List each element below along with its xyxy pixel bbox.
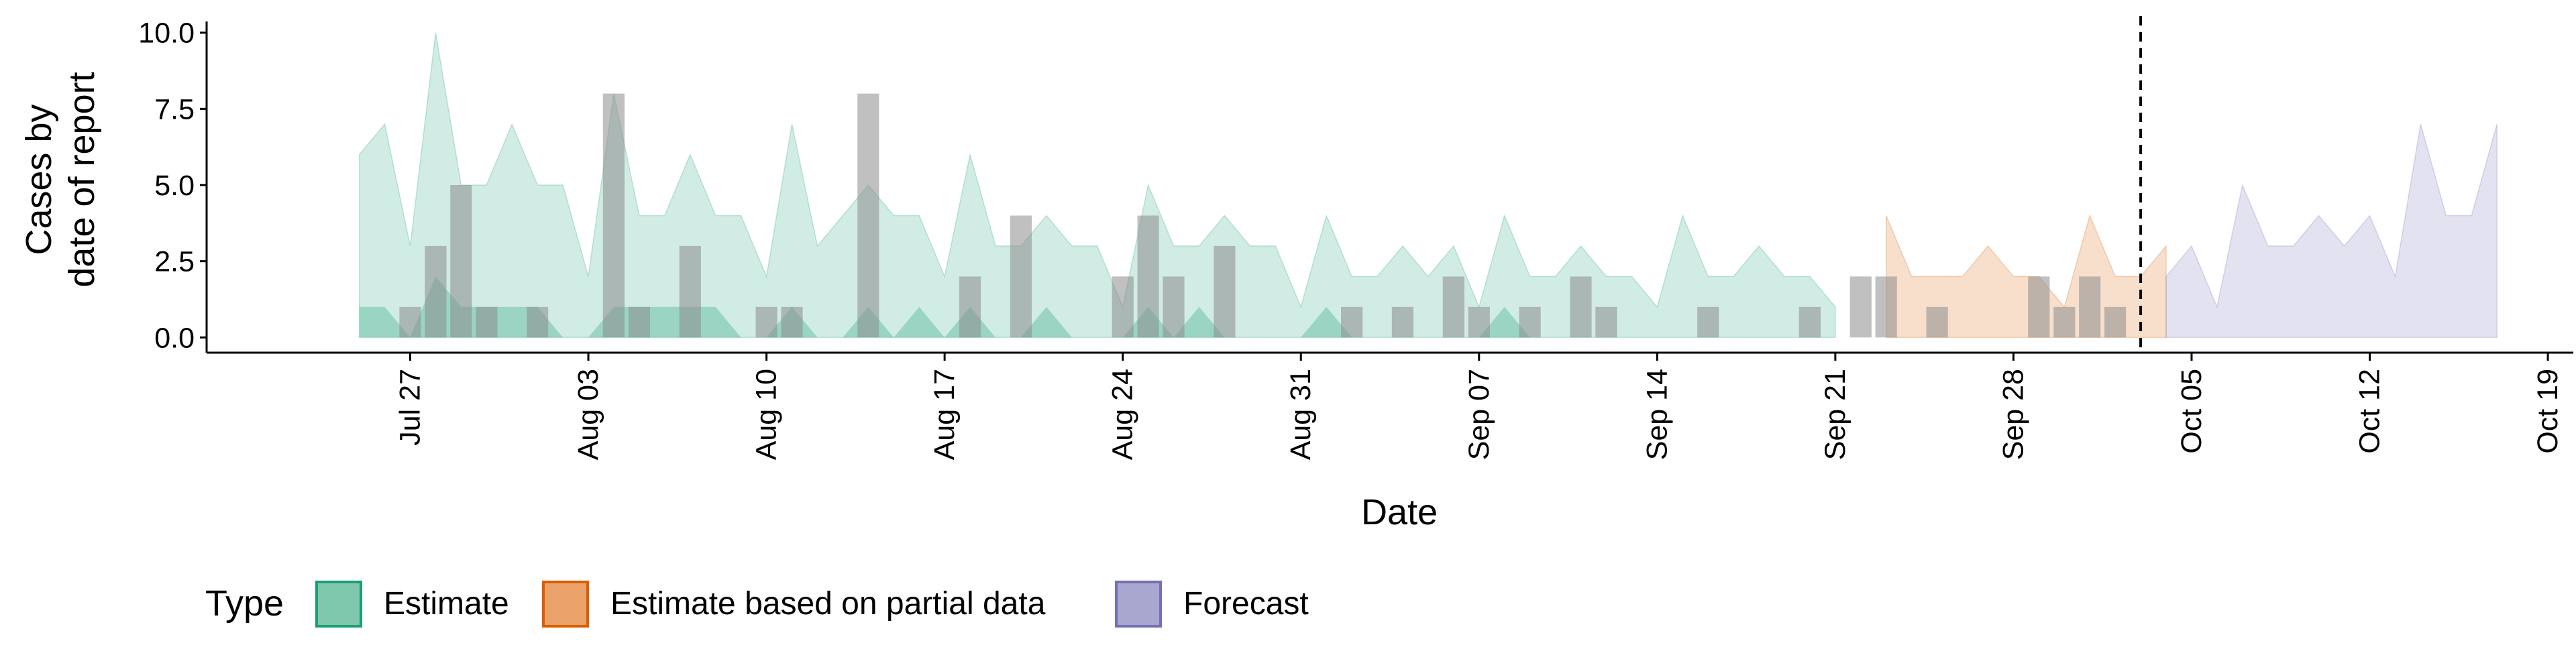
y-axis-title-line: Cases by (19, 104, 59, 255)
case-bar (1163, 276, 1185, 338)
x-tick-label: Aug 03 (572, 369, 604, 460)
legend-label-estimate-based-on-partial-data: Estimate based on partial data (610, 586, 1046, 622)
x-axis-title: Date (1361, 492, 1438, 532)
legend-key-estimate (315, 581, 362, 628)
y-tick-label: 7.5 (154, 93, 195, 125)
legend-key-estimate-based-on-partial-data (542, 581, 589, 628)
y-axis-title-line: date of report (62, 72, 102, 287)
x-tick-label: Jul 27 (394, 369, 426, 446)
case-bar (1875, 276, 1897, 338)
y-tick-label: 2.5 (154, 246, 195, 278)
case-bar (1391, 306, 1413, 338)
case-bar (1697, 306, 1719, 338)
x-tick-label: Aug 31 (1285, 369, 1317, 460)
case-bar (2104, 306, 2127, 338)
legend-label-estimate: Estimate (384, 586, 509, 622)
case-bar (1926, 306, 1948, 338)
legend-key-forecast (1115, 581, 1162, 628)
area-outer-estimate (358, 32, 1836, 339)
case-bar (781, 306, 803, 338)
case-bar (1341, 306, 1363, 338)
case-bar (425, 245, 447, 338)
case-bar (679, 245, 701, 338)
case-bar (1137, 215, 1159, 338)
case-bar (450, 185, 472, 338)
case-bar (1214, 245, 1236, 338)
x-tick-label: Sep 28 (1997, 369, 2029, 460)
legend-label-forecast: Forecast (1183, 586, 1309, 622)
case-bar (1799, 306, 1821, 338)
x-tick-label: Oct 12 (2354, 369, 2386, 454)
case-bar (755, 306, 777, 338)
legend-title: Type (205, 583, 284, 624)
case-bar (857, 93, 879, 338)
case-bar (1468, 306, 1490, 338)
area-outer-forecast (2165, 123, 2498, 339)
x-tick-label: Sep 21 (1819, 369, 1851, 460)
y-tick-label: 5.0 (154, 170, 195, 202)
x-tick-label: Aug 24 (1107, 369, 1139, 460)
case-bar (1595, 306, 1617, 338)
case-bar (1010, 215, 1032, 338)
x-tick-label: Aug 10 (751, 369, 783, 460)
y-tick-label: 10.0 (138, 17, 195, 50)
case-bar (1849, 276, 1872, 338)
x-tick-label: Sep 14 (1641, 369, 1673, 460)
case-bar (628, 306, 650, 338)
x-tick-label: Oct 05 (2176, 369, 2208, 454)
case-bar (1112, 276, 1134, 338)
case-bar (527, 306, 549, 338)
case-bar (399, 306, 421, 338)
case-bar (959, 276, 981, 338)
case-bar (476, 306, 498, 338)
case-bar (1519, 306, 1541, 338)
case-bar (602, 93, 625, 338)
area-inner-estimate (359, 276, 1835, 338)
x-tick-label: Aug 17 (928, 369, 961, 460)
case-bar (2053, 306, 2076, 338)
case-bar (1570, 276, 1592, 338)
case-bar (1442, 276, 1464, 338)
x-tick-label: Sep 07 (1463, 369, 1495, 460)
y-tick-label: 0.0 (154, 322, 195, 354)
case-bar (2079, 276, 2101, 338)
case-bar (2028, 276, 2050, 338)
x-tick-label: Oct 19 (2532, 369, 2564, 454)
